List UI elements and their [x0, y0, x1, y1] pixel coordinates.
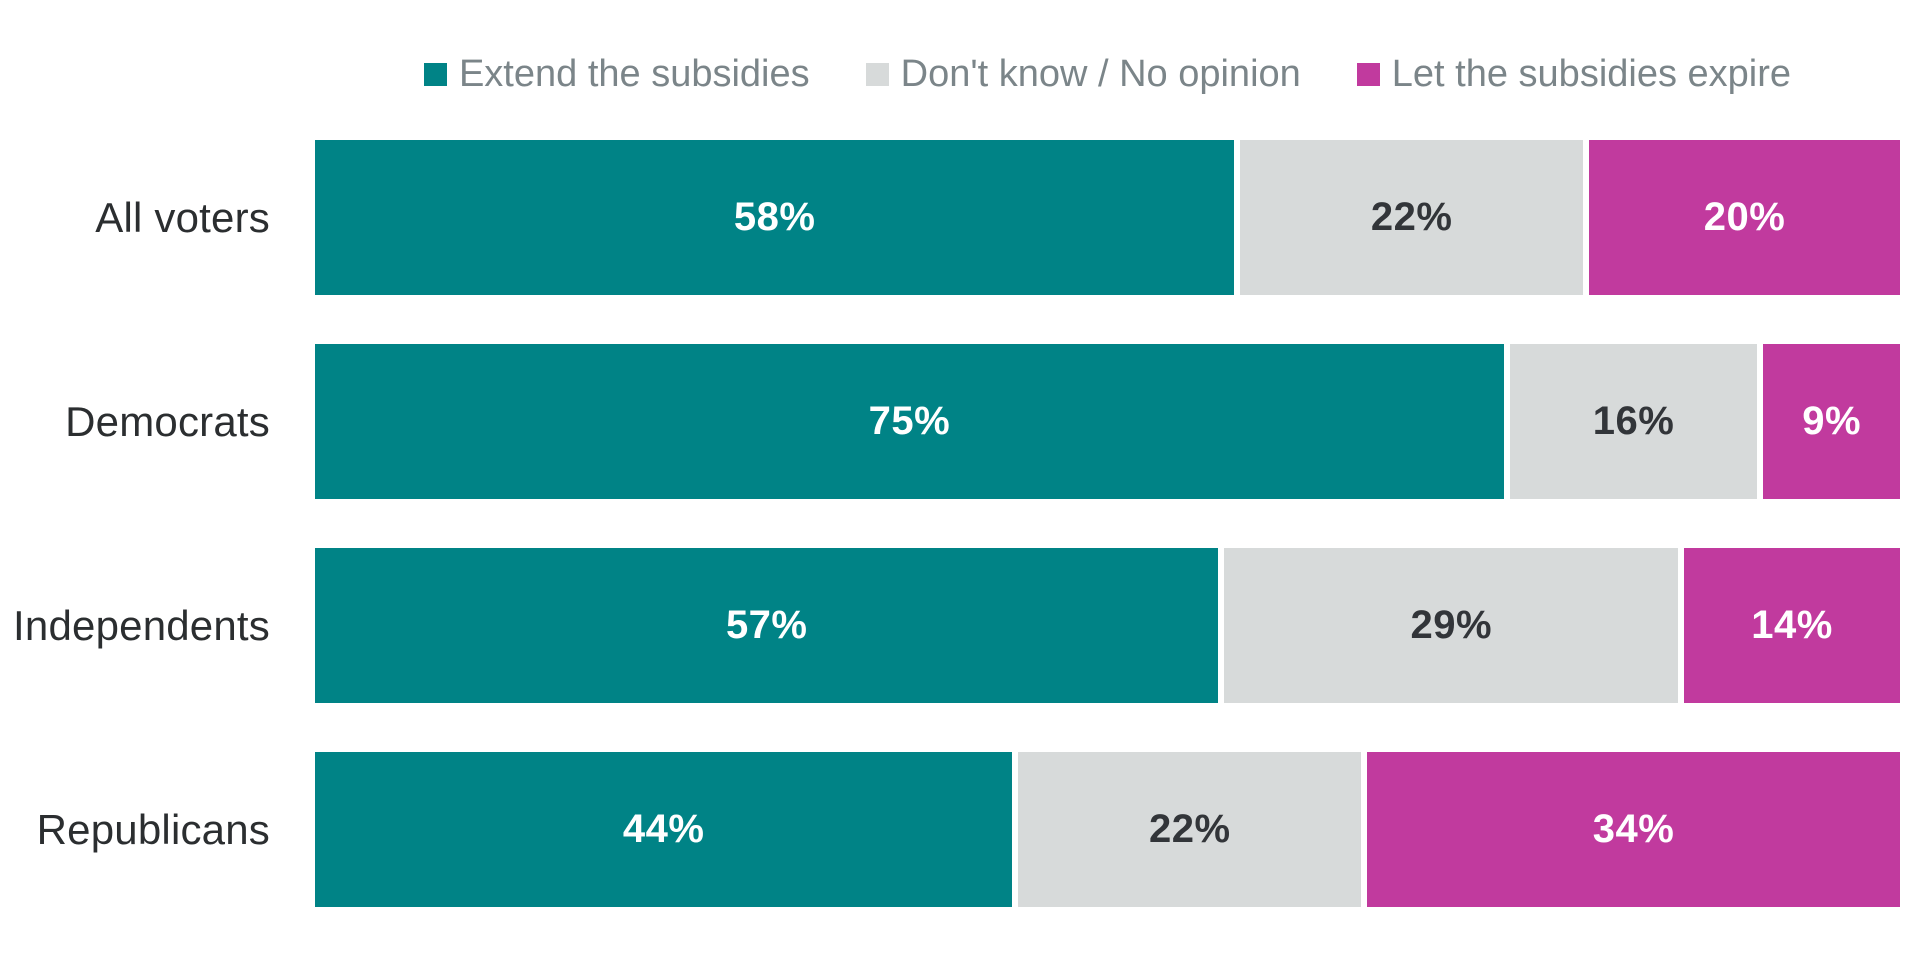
bar-value-label: 58% [733, 195, 816, 239]
chart-row: Republicans 44% 22% 34% [0, 752, 1920, 907]
chart-row: Independents 57% 29% 14% [0, 548, 1920, 703]
legend-item: Extend the subsidies [423, 52, 810, 96]
bar-segment: 34% [1361, 752, 1900, 907]
chart-row: Democrats 75% 16% 9% [0, 344, 1920, 499]
legend: Extend the subsidies Don't know / No opin… [315, 50, 1900, 98]
legend-label: Extend the subsidies [458, 52, 810, 95]
category-label: All voters [95, 193, 270, 241]
category-label: Republicans [36, 805, 270, 853]
bar-value-label: 44% [622, 807, 705, 851]
bar-segment: 75% [315, 344, 1504, 499]
legend-swatch-icon [423, 62, 447, 86]
chart-row: All voters 58% 22% 20% [0, 140, 1920, 295]
category-label: Democrats [65, 397, 270, 445]
bar-value-label: 29% [1410, 603, 1493, 647]
legend-item: Let the subsidies expire [1356, 52, 1792, 96]
legend-label: Let the subsidies expire [1391, 52, 1792, 95]
bar-segment: 14% [1678, 548, 1900, 703]
bar-segment: 44% [315, 752, 1013, 907]
bar-segment: 22% [1234, 140, 1583, 295]
bar-value-label: 22% [1148, 807, 1231, 851]
bar-group: 57% 29% 14% [315, 548, 1900, 703]
bar-segment: 9% [1757, 344, 1900, 499]
bar-value-label: 9% [1802, 399, 1862, 443]
bar-value-label: 57% [725, 603, 808, 647]
bar-segment: 22% [1012, 752, 1362, 907]
bar-group: 75% 16% 9% [315, 344, 1900, 499]
bar-segment: 57% [315, 548, 1219, 703]
bar-value-label: 20% [1703, 195, 1786, 239]
bar-segment: 29% [1218, 548, 1679, 703]
bar-value-label: 75% [868, 399, 951, 443]
bar-segment: 58% [315, 140, 1235, 295]
bar-value-label: 34% [1592, 807, 1675, 851]
chart-rows: All voters 58% 22% 20% Democrats 75% 16% 9% Inde… [0, 140, 1920, 907]
bar-segment: 16% [1503, 344, 1758, 499]
legend-swatch-icon [865, 62, 889, 86]
bar-group: 44% 22% 34% [315, 752, 1900, 907]
legend-label: Don't know / No opinion [900, 52, 1301, 95]
legend-swatch-icon [1356, 62, 1380, 86]
bar-value-label: 16% [1592, 399, 1675, 443]
bar-segment: 20% [1582, 140, 1900, 295]
legend-item: Don't know / No opinion [865, 52, 1301, 96]
category-label: Independents [13, 601, 270, 649]
bar-value-label: 22% [1370, 195, 1453, 239]
bar-group: 58% 22% 20% [315, 140, 1900, 295]
bar-value-label: 14% [1751, 603, 1833, 647]
